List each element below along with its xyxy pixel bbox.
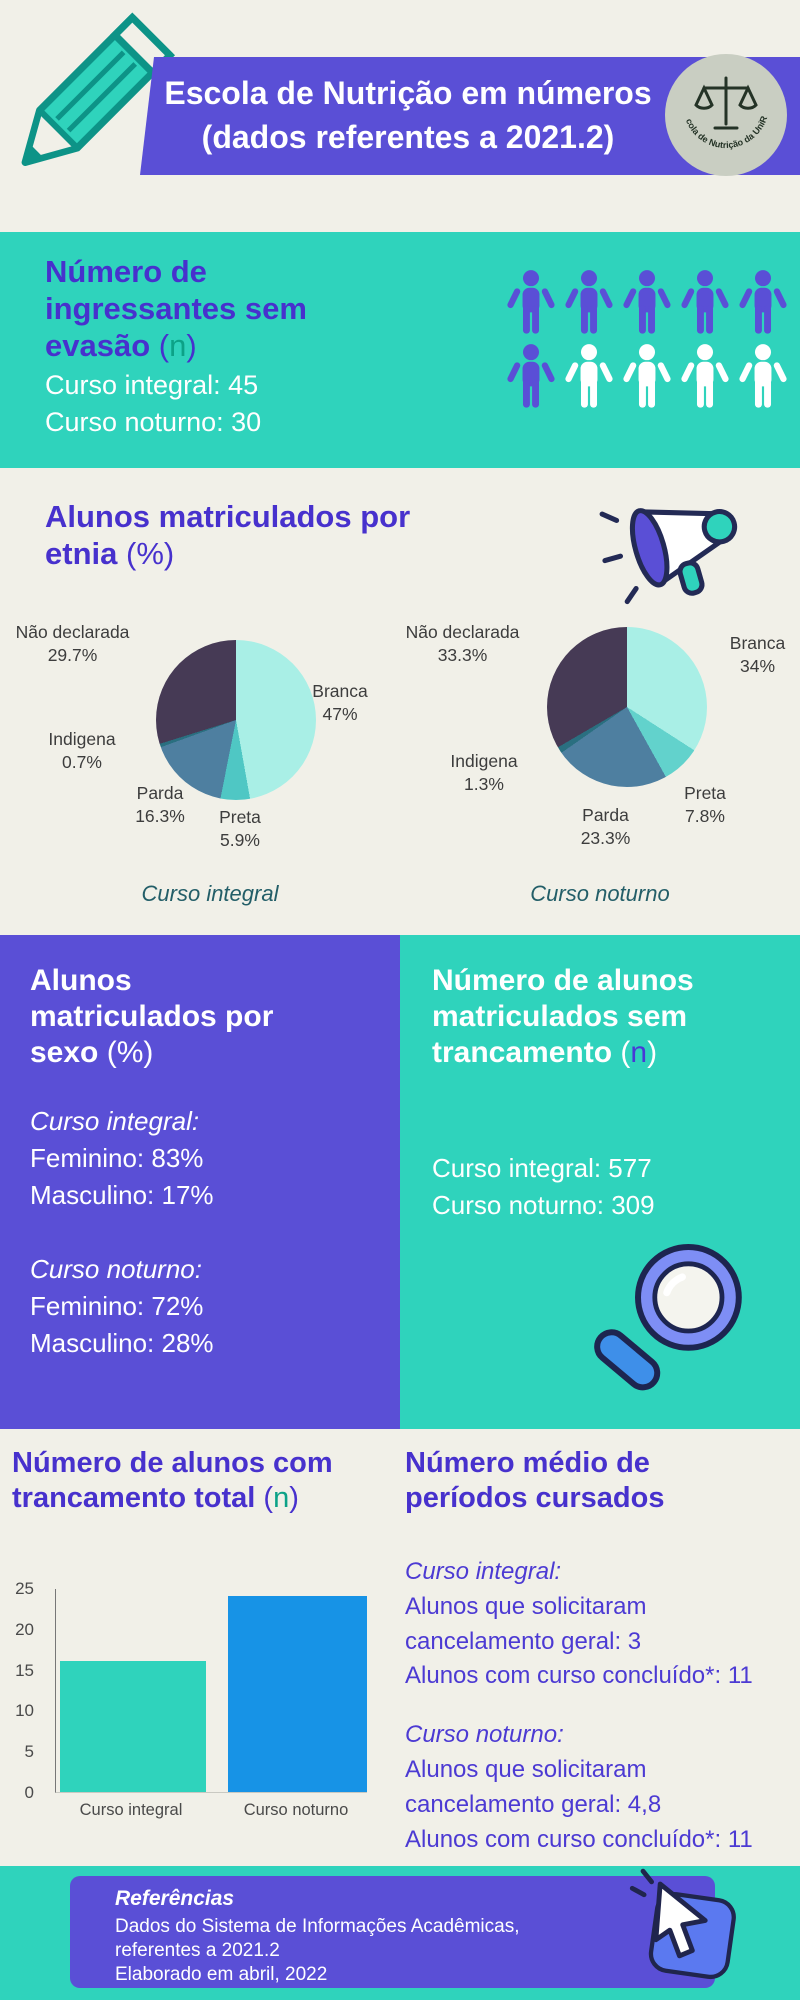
cursor-click-icon	[629, 1868, 736, 1980]
ingressantes-section: Número de ingressantes sem evasão (n) Cu…	[0, 232, 800, 468]
stat-group-noturno: Curso noturno: Alunos que solicitaram ca…	[405, 1718, 797, 1857]
stat-line: Feminino: 72%	[30, 1290, 204, 1321]
school-logo: Escola de Nutrição da UniRio	[663, 52, 787, 176]
title-suffix: (%)	[106, 1036, 154, 1069]
pie-caption-curso-integral: Curso integral	[141, 881, 279, 906]
section-title-text: Alunos matriculados por sexo	[30, 964, 274, 1069]
sexo-column: Alunos matriculados por sexo (%) Curso i…	[0, 935, 400, 1429]
sem-trancamento-stats: Curso integral: 577 Curso noturno: 309	[432, 1150, 655, 1224]
bar-chart-plot-area	[55, 1589, 367, 1793]
stat-line: Alunos que solicitaram cancelamento gera…	[405, 1755, 662, 1818]
title-suffix: (n)	[158, 328, 197, 364]
y-tick-label: 25	[15, 1579, 34, 1598]
reference-line: Dados do Sistema de Informações Acadêmic…	[115, 1916, 520, 1937]
stat-line: Curso noturno: 30	[45, 407, 262, 438]
person-icon	[565, 344, 613, 408]
x-label-curso-noturno: Curso noturno	[243, 1801, 349, 1819]
stat-line: Alunos com curso concluído*: 11	[405, 1662, 753, 1690]
pie-label-parda: Parda 23.3%	[580, 805, 631, 848]
ingressantes-stats: Curso integral: 45 Curso noturno: 30	[45, 367, 261, 442]
stat-line: Alunos com curso concluído*: 11	[405, 1825, 753, 1853]
megaphone-icon	[599, 508, 738, 605]
stat-line: Masculino: 17%	[30, 1179, 214, 1210]
stat-line: Feminino: 83%	[30, 1142, 204, 1173]
person-icon	[565, 270, 613, 334]
pie-label-nao-declarada: Não declarada 29.7%	[15, 622, 130, 665]
pie-chart-curso-integral	[156, 640, 316, 800]
y-tick-label: 20	[15, 1619, 34, 1639]
reference-line: referentes a 2021.2	[115, 1940, 280, 1962]
people-pictogram	[505, 268, 791, 410]
section-title-text: Número médio de períodos cursados	[405, 1447, 665, 1515]
person-icon	[623, 270, 671, 334]
stat-group-integral: Curso integral: Alunos que solicitaram c…	[405, 1555, 797, 1694]
two-column-section: Alunos matriculados por sexo (%) Curso i…	[0, 935, 800, 1429]
person-icon	[739, 344, 787, 408]
references-box: Referências Dados do Sistema de Informaç…	[70, 1876, 715, 1988]
pie-label-preta: Preta 7.8%	[684, 783, 726, 826]
person-icon	[739, 270, 787, 334]
stat-line: Curso integral: 577	[432, 1153, 652, 1183]
person-icon	[623, 344, 671, 408]
y-tick-label: 0	[24, 1783, 34, 1802]
section-title-text: Alunos matriculados por etnia	[45, 499, 411, 572]
reference-line: Elaborado em abril, 2022	[115, 1964, 328, 1986]
stat-line: Masculino: 28%	[30, 1327, 214, 1358]
magnifier-icon	[594, 1244, 742, 1391]
pie-label-parda: Parda 16.3%	[135, 783, 185, 826]
section-title-text: Número de alunos matriculados sem tranca…	[432, 964, 694, 1069]
person-icon	[507, 270, 555, 334]
section-title-ingressantes: Número de ingressantes sem evasão (n)	[45, 253, 375, 365]
group-label: Curso noturno:	[30, 1253, 202, 1284]
stat-line: Curso noturno: 309	[432, 1189, 655, 1220]
pie-label-branca: Branca 34%	[729, 633, 786, 676]
page-subtitle: (dados referentes a 2021.2)	[201, 119, 615, 155]
person-icon	[681, 270, 729, 334]
bottom-section: Número de alunos com trancamento total (…	[0, 1429, 800, 1898]
section-title-text: Número de ingressantes sem evasão	[45, 254, 307, 364]
section-title-etnia: Alunos matriculados por etnia (%)	[45, 498, 475, 572]
y-tick-label: 15	[15, 1660, 34, 1680]
section-title-sem-trancamento: Número de alunos matriculados sem tranca…	[432, 963, 772, 1071]
y-tick-label: 5	[24, 1742, 34, 1762]
pencil-icon	[21, 12, 176, 166]
section-title-periodos: Número médio de períodos cursados	[405, 1446, 745, 1517]
pie-label-nao-declarada: Não declarada 33.3%	[405, 622, 520, 665]
stat-group-noturno: Curso noturno: Feminino: 72% Masculino: …	[30, 1251, 214, 1362]
sexo-stats: Curso integral: Feminino: 83% Masculino:…	[30, 1103, 214, 1398]
sem-trancamento-column: Número de alunos matriculados sem tranca…	[400, 935, 800, 1429]
x-label-curso-integral: Curso integral	[79, 1801, 183, 1819]
pie-label-branca: Branca 47%	[312, 681, 368, 724]
title-suffix: (%)	[125, 536, 175, 572]
group-label: Curso integral:	[405, 1558, 562, 1585]
footer-section: Referências Dados do Sistema de Informaç…	[0, 1866, 800, 2000]
section-title-trancamento-total: Número de alunos com trancamento total (…	[12, 1446, 392, 1517]
pie-label-indigena: Indigena 1.3%	[450, 751, 518, 794]
title-suffix: (n)	[620, 1036, 658, 1069]
stat-line: Curso integral: 45	[45, 370, 259, 400]
title-suffix: (n)	[263, 1482, 299, 1515]
person-icon	[507, 344, 555, 408]
header-section: Escola de Nutrição em números (dados ref…	[0, 0, 800, 232]
references-title: Referências	[115, 1887, 235, 1910]
pie-label-indigena: Indigena 0.7%	[48, 729, 116, 772]
group-label: Curso integral:	[30, 1106, 200, 1136]
bar-chart-y-axis: 0 5 10 15 20 25	[0, 1579, 46, 1802]
stat-line: Alunos que solicitaram cancelamento gera…	[405, 1592, 647, 1655]
bar-curso-integral	[60, 1661, 206, 1792]
periodos-stats: Curso integral: Alunos que solicitaram c…	[405, 1555, 797, 1901]
group-label: Curso noturno:	[405, 1721, 564, 1749]
section-title-text: Número de alunos com trancamento total	[12, 1447, 333, 1515]
etnia-section: Alunos matriculados por etnia (%) Não de…	[0, 468, 800, 935]
pie-label-preta: Preta 5.9%	[219, 807, 261, 850]
section-title-sexo: Alunos matriculados por sexo (%)	[30, 963, 310, 1071]
bar-curso-noturno	[228, 1596, 367, 1792]
y-tick-label: 10	[15, 1701, 34, 1721]
person-icon	[681, 344, 729, 408]
pie-caption-curso-noturno: Curso noturno	[530, 881, 670, 906]
pie-chart-curso-noturno	[547, 627, 707, 787]
stat-group-integral: Curso integral: Feminino: 83% Masculino:…	[30, 1103, 214, 1214]
page-title: Escola de Nutrição em números	[164, 75, 652, 112]
